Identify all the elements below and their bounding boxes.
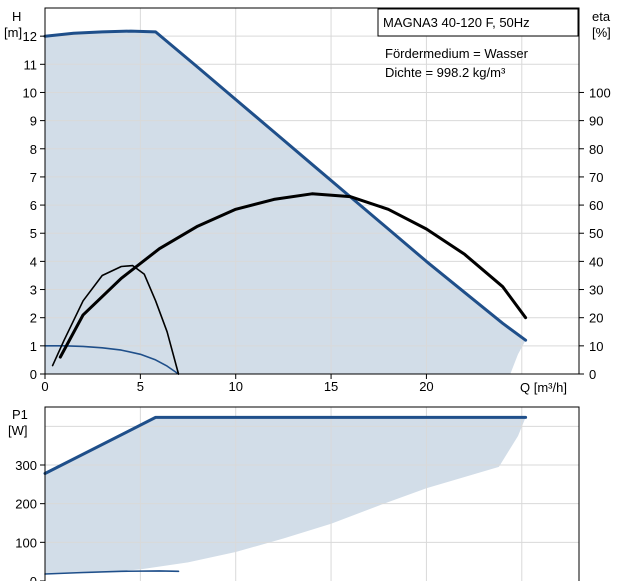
- head-axis-tick-label: 8: [30, 142, 37, 157]
- power-plot-frame: [44, 406, 580, 581]
- head-axis-tick-label: 10: [23, 85, 37, 100]
- eta-axis-tick-label: 90: [589, 114, 603, 129]
- head-axis-tick-label: 1: [30, 339, 37, 354]
- head-axis-tick-label: 12: [23, 29, 37, 44]
- power-axis-title-p1: P1: [12, 407, 28, 422]
- eta-axis-tick-label: 80: [589, 142, 603, 157]
- power-axis-tick-label: 100: [15, 535, 37, 550]
- head-axis-title-h: H: [12, 9, 21, 24]
- head-max-curve: [43, 29, 528, 342]
- head-axis-tick-label: 11: [24, 57, 38, 72]
- power-panel: 0 100 200 300 P1 [W]: [8, 406, 580, 581]
- x-axis-tick-label: 20: [419, 379, 433, 394]
- power-axis-tick-label: 300: [15, 458, 37, 473]
- chart-title: MAGNA3 40-120 F, 50Hz: [383, 15, 530, 30]
- eta-axis-tick-label: 100: [589, 85, 611, 100]
- eta-max-curve: [58, 192, 528, 359]
- head-axis-tick-label: 2: [30, 311, 37, 326]
- eta-axis-title: eta: [592, 9, 611, 24]
- eta-axis-tick-label: 50: [589, 226, 603, 241]
- head-axis-tick-label: 0: [30, 367, 37, 382]
- eta-axis-tick-label: 40: [589, 254, 603, 269]
- annotation-density: Dichte = 998.2 kg/m³: [385, 65, 506, 80]
- eta-axis-tick-label: 10: [589, 339, 603, 354]
- eta-min-curve: [51, 264, 180, 375]
- x-axis-tick-label: 15: [324, 379, 338, 394]
- p1-max-curve: [43, 415, 528, 475]
- head-axis-tick-label: 4: [30, 254, 37, 269]
- head-plot-frame: [44, 7, 580, 375]
- x-axis-title: Q [m³/h]: [520, 380, 567, 395]
- eta-axis-tick-label: 0: [589, 367, 596, 382]
- head-axis-title-unit: [m]: [4, 25, 22, 40]
- head-min-curve: [44, 344, 180, 375]
- x-axis-tick-label: 0: [41, 379, 48, 394]
- title-box: [377, 8, 579, 37]
- head-axis-tick-label: 7: [30, 170, 37, 185]
- eta-axis-tick-label: 70: [589, 170, 603, 185]
- power-axis-tick-label: 200: [15, 497, 37, 512]
- x-axis-tick-label: 5: [137, 379, 144, 394]
- head-axis-tick-label: 5: [30, 226, 37, 241]
- head-axis-tick-label: 3: [30, 283, 37, 298]
- power-operating-area: [45, 417, 526, 574]
- power-axis-tick-label: 0: [30, 574, 37, 581]
- power-axis-title-unit: [W]: [8, 423, 28, 438]
- x-axis-tick-label: 10: [228, 379, 242, 394]
- head-axis-tick-label: 6: [30, 198, 37, 213]
- head-axis-tick-label: 9: [30, 114, 37, 129]
- p1-min-curve: [44, 570, 180, 575]
- eta-axis-title-unit: [%]: [592, 25, 611, 40]
- annotation-medium: Fördermedium = Wasser: [385, 46, 529, 61]
- eta-axis-tick-label: 20: [589, 311, 603, 326]
- eta-axis-tick-label: 30: [589, 283, 603, 298]
- head-operating-area: [45, 31, 526, 374]
- eta-axis-tick-label: 60: [589, 198, 603, 213]
